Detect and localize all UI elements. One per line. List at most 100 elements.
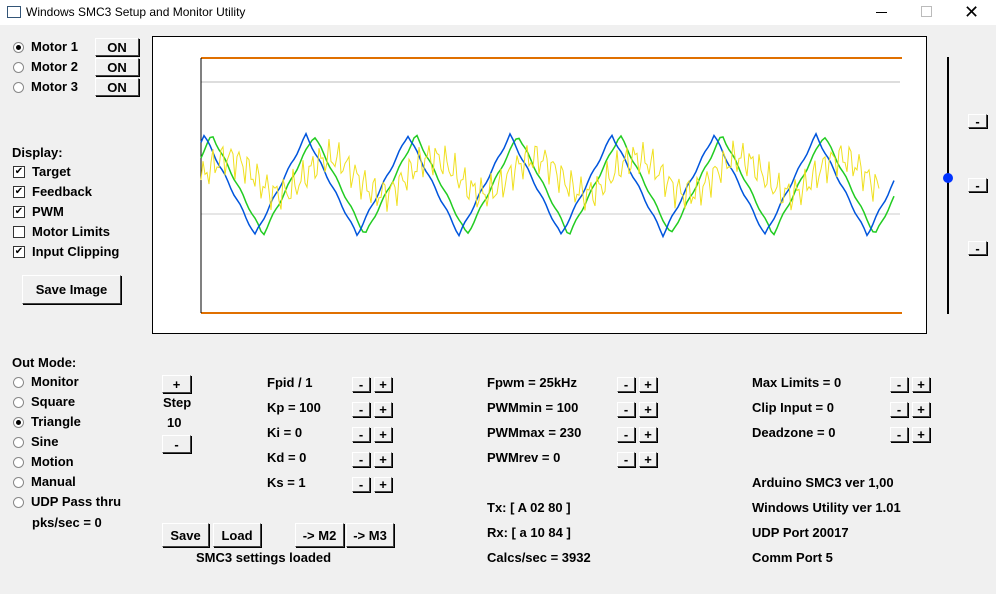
motor-on-button[interactable]: ON [95,38,139,56]
motor-radio[interactable] [13,62,24,73]
slider-thumb[interactable] [943,173,953,183]
motor-radio[interactable] [13,42,24,53]
minus-button[interactable]: - [617,452,635,467]
plus-button[interactable]: + [639,402,657,417]
step-label: Step [163,395,192,410]
param-label: Ki = 0 [267,425,303,440]
display-checkbox[interactable]: ✔ [13,206,25,218]
waveforms [200,57,902,314]
minus-button[interactable]: - [352,402,370,417]
out-mode-heading: Out Mode: [12,355,77,370]
out-mode-radio[interactable] [13,417,24,428]
param-label: Fpid / 1 [267,375,313,390]
plus-button[interactable]: + [639,427,657,442]
param-label: PWMrev = 0 [487,450,561,465]
display-label: Motor Limits [32,224,110,239]
motor-radio[interactable] [13,82,24,93]
plus-button[interactable]: + [912,402,930,417]
param-label: Ks = 1 [267,475,306,490]
out-mode-radio[interactable] [13,457,24,468]
out-mode-radio[interactable] [13,477,24,488]
step-minus[interactable]: - [162,435,191,453]
app-icon [7,6,21,18]
status-text: Calcs/sec = 3932 [487,550,591,565]
param-label: PWMmin = 100 [487,400,579,415]
step-value: 10 [167,415,182,430]
motor-on-button[interactable]: ON [95,58,139,76]
motor-on-button[interactable]: ON [95,78,139,96]
display-heading: Display: [12,145,63,160]
out-mode-radio[interactable] [13,437,24,448]
window-title: Windows SMC3 Setup and Monitor Utility [26,5,246,19]
minus-button[interactable]: - [890,377,908,392]
plus-button[interactable]: + [374,477,392,492]
info-text: UDP Port 20017 [752,525,849,540]
status-message: SMC3 settings loaded [196,550,332,565]
minus-button[interactable]: - [890,427,908,442]
side-minus[interactable]: - [968,241,987,256]
motor-label: Motor 1 [31,39,78,54]
action-button[interactable]: Load [213,523,261,547]
plus-button[interactable]: + [912,377,930,392]
out-mode-radio[interactable] [13,397,24,408]
param-label: Kd = 0 [267,450,307,465]
out-mode-label: Manual [31,474,76,489]
plus-button[interactable]: + [912,427,930,442]
display-label: Feedback [32,184,92,199]
plus-button[interactable]: + [639,452,657,467]
minus-button[interactable]: - [352,427,370,442]
out-mode-label: Triangle [31,414,81,429]
out-mode-label: UDP Pass thru [31,494,122,509]
out-mode-radio[interactable] [13,377,24,388]
minus-button[interactable]: - [352,452,370,467]
display-checkbox[interactable]: ✔ [13,246,25,258]
plus-button[interactable]: + [374,377,392,392]
motor-label: Motor 2 [31,59,78,74]
side-minus[interactable]: - [968,114,987,129]
display-checkbox[interactable]: ✔ [13,186,25,198]
out-mode-label: Monitor [31,374,79,389]
maximize[interactable] [921,6,932,17]
side-minus[interactable]: - [968,178,987,193]
minus-button[interactable]: - [617,427,635,442]
plus-button[interactable]: + [374,402,392,417]
minus-button[interactable]: - [890,402,908,417]
step-plus[interactable]: + [162,375,191,393]
close[interactable]: ✕ [964,2,980,22]
display-label: Target [32,164,71,179]
minimize[interactable] [876,12,887,13]
minus-button[interactable]: - [617,402,635,417]
trace [200,134,895,236]
out-mode-label: Motion [31,454,74,469]
out-mode-radio[interactable] [13,497,24,508]
action-button[interactable]: Save [162,523,209,547]
param-label: Kp = 100 [267,400,321,415]
trace [200,138,880,212]
motor-label: Motor 3 [31,79,78,94]
info-text: Comm Port 5 [752,550,833,565]
param-label: Clip Input = 0 [752,400,834,415]
title-bar [0,0,996,25]
minus-button[interactable]: - [617,377,635,392]
display-checkbox[interactable]: ✔ [13,166,25,178]
info-text: Arduino SMC3 ver 1,00 [752,475,894,490]
param-label: Deadzone = 0 [752,425,836,440]
save-image-button[interactable]: Save Image [22,275,121,304]
action-button[interactable]: -> M3 [346,523,394,547]
plus-button[interactable]: + [639,377,657,392]
display-checkbox[interactable] [13,226,25,238]
param-label: Fpwm = 25kHz [487,375,577,390]
out-mode-label: Sine [31,434,59,449]
plus-button[interactable]: + [374,452,392,467]
param-label: Max Limits = 0 [752,375,842,390]
display-label: Input Clipping [32,244,120,259]
minus-button[interactable]: - [352,477,370,492]
plus-button[interactable]: + [374,427,392,442]
status-text: Rx: [ a 10 84 ] [487,525,571,540]
action-button[interactable]: -> M2 [295,523,344,547]
param-label: PWMmax = 230 [487,425,582,440]
minus-button[interactable]: - [352,377,370,392]
slider-track [947,57,949,314]
trace [200,131,895,239]
